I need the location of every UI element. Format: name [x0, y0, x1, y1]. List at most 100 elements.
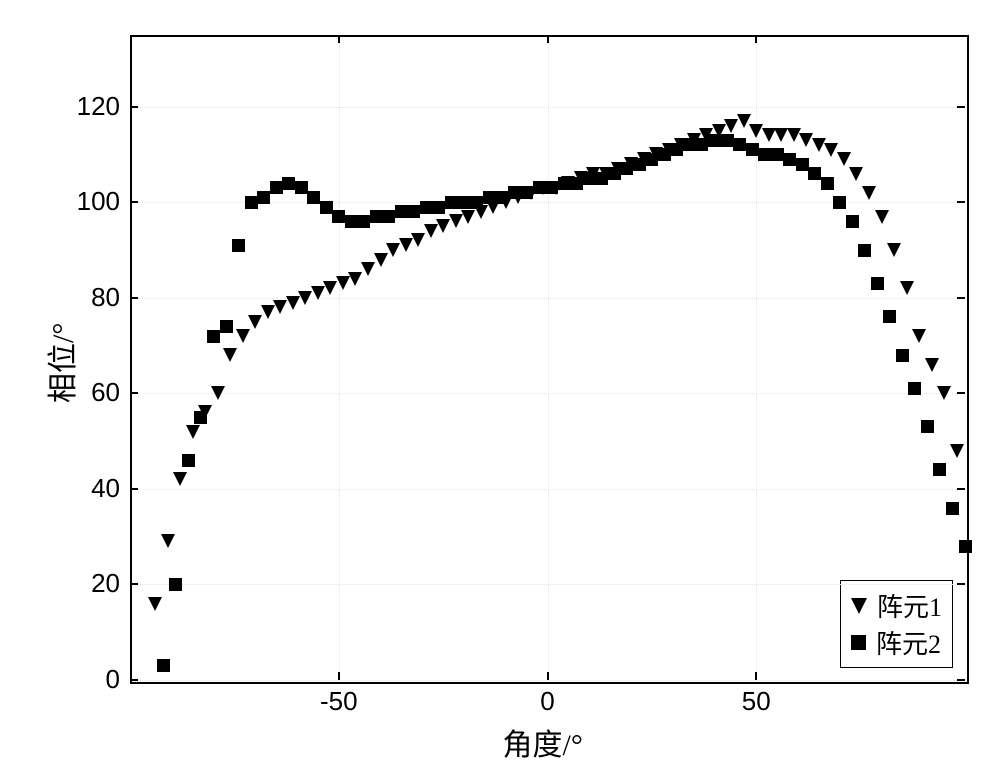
x-tick: [338, 35, 340, 43]
y-tick: [957, 488, 965, 490]
x-tick-label: -50: [314, 686, 364, 717]
data-marker: [520, 186, 533, 199]
data-marker: [608, 167, 621, 180]
y-tick-label: 60: [91, 377, 120, 408]
data-marker: [232, 239, 245, 252]
data-marker: [959, 540, 972, 553]
x-tick: [755, 35, 757, 43]
data-marker: [545, 181, 558, 194]
data-marker: [946, 502, 959, 515]
y-tick: [130, 583, 138, 585]
chart-container: 相位/° 角度/° 阵元1阵元2 020406080100120-50050: [0, 0, 1000, 778]
data-marker: [887, 243, 901, 257]
data-marker: [194, 411, 207, 424]
data-marker: [257, 191, 270, 204]
data-marker: [382, 210, 395, 223]
y-tick-label: 100: [77, 186, 120, 217]
data-marker: [796, 158, 809, 171]
data-marker: [883, 310, 896, 323]
data-marker: [808, 167, 821, 180]
square-icon: [851, 635, 866, 650]
data-marker: [182, 454, 195, 467]
data-marker: [733, 138, 746, 151]
data-marker: [220, 320, 233, 333]
data-marker: [207, 330, 220, 343]
y-tick: [130, 297, 138, 299]
data-marker: [370, 210, 383, 223]
y-tick: [957, 106, 965, 108]
data-marker: [695, 138, 708, 151]
data-marker: [169, 578, 182, 591]
data-marker: [470, 196, 483, 209]
data-marker: [173, 472, 187, 486]
x-tick: [547, 35, 549, 43]
legend-label: 阵元2: [876, 624, 941, 661]
data-marker: [533, 181, 546, 194]
y-tick: [957, 297, 965, 299]
data-marker: [407, 205, 420, 218]
x-tick: [338, 672, 340, 680]
data-marker: [583, 172, 596, 185]
data-marker: [875, 210, 889, 224]
y-tick: [130, 201, 138, 203]
data-marker: [862, 186, 876, 200]
data-marker: [758, 148, 771, 161]
data-marker: [295, 181, 308, 194]
data-marker: [933, 463, 946, 476]
data-marker: [783, 153, 796, 166]
y-tick: [130, 392, 138, 394]
data-marker: [908, 382, 921, 395]
legend-item: 阵元1: [851, 587, 942, 624]
y-tick: [957, 679, 965, 681]
data-marker: [950, 444, 964, 458]
data-marker: [896, 349, 909, 362]
y-tick: [130, 106, 138, 108]
data-marker: [307, 191, 320, 204]
data-marker: [508, 186, 521, 199]
data-marker: [858, 244, 871, 257]
triangle-down-icon: [851, 598, 867, 614]
data-marker: [912, 329, 926, 343]
data-marker: [458, 196, 471, 209]
data-marker: [633, 158, 646, 171]
y-axis-label: 相位/°: [38, 322, 82, 402]
data-marker: [345, 215, 358, 228]
grid-line: [339, 35, 340, 680]
y-tick: [130, 679, 138, 681]
data-marker: [236, 329, 250, 343]
data-marker: [332, 210, 345, 223]
data-marker: [148, 597, 162, 611]
data-marker: [282, 177, 295, 190]
data-marker: [846, 215, 859, 228]
x-tick: [755, 672, 757, 680]
data-marker: [432, 201, 445, 214]
x-tick-label: 50: [731, 686, 781, 717]
legend-item: 阵元2: [851, 624, 942, 661]
y-tick: [957, 583, 965, 585]
data-marker: [395, 205, 408, 218]
data-marker: [721, 134, 734, 147]
data-marker: [445, 196, 458, 209]
y-tick: [130, 488, 138, 490]
data-marker: [270, 181, 283, 194]
data-marker: [595, 172, 608, 185]
data-marker: [245, 196, 258, 209]
y-tick-label: 80: [91, 282, 120, 313]
data-marker: [420, 201, 433, 214]
y-tick-label: 20: [91, 568, 120, 599]
y-tick: [957, 201, 965, 203]
grid-line: [548, 35, 549, 680]
legend-label: 阵元1: [877, 587, 942, 624]
data-marker: [683, 138, 696, 151]
y-tick: [957, 392, 965, 394]
x-axis-label: 角度/°: [503, 720, 583, 764]
y-tick-label: 120: [77, 91, 120, 122]
data-marker: [570, 177, 583, 190]
data-marker: [558, 177, 571, 190]
data-marker: [186, 425, 200, 439]
data-marker: [157, 659, 170, 672]
data-marker: [900, 281, 914, 295]
x-tick: [547, 672, 549, 680]
data-marker: [320, 201, 333, 214]
data-marker: [849, 167, 863, 181]
